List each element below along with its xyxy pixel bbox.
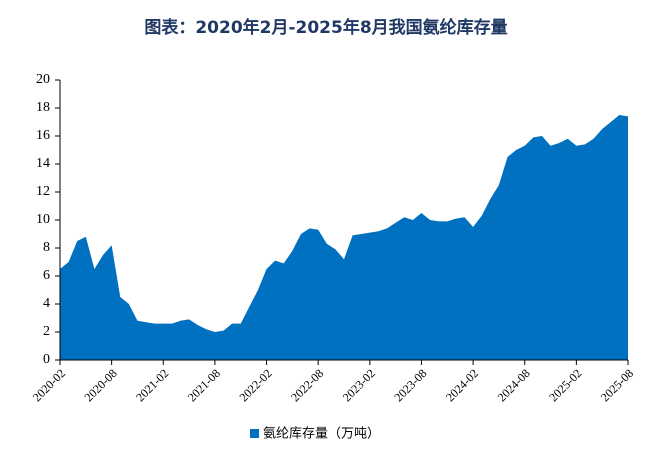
area bbox=[60, 115, 628, 360]
x-tick-label: 2023-08 bbox=[391, 366, 429, 404]
y-tick-label: 8 bbox=[43, 240, 50, 255]
y-tick-label: 14 bbox=[36, 156, 50, 171]
x-tick-label: 2021-08 bbox=[185, 366, 223, 404]
legend-label: 氨纶库存量（万吨） bbox=[263, 426, 380, 442]
legend-swatch bbox=[250, 429, 259, 438]
y-tick-label: 12 bbox=[36, 184, 50, 199]
y-tick-label: 6 bbox=[43, 268, 50, 283]
x-tick-label: 2025-08 bbox=[598, 366, 636, 404]
x-tick-label: 2022-08 bbox=[288, 366, 326, 404]
x-tick-label: 2020-08 bbox=[82, 366, 120, 404]
x-tick-label: 2020-02 bbox=[30, 366, 68, 404]
x-tick-label: 2025-02 bbox=[546, 366, 584, 404]
y-tick-label: 16 bbox=[36, 128, 50, 143]
x-tick-label: 2021-02 bbox=[133, 366, 171, 404]
y-tick-label: 10 bbox=[36, 212, 50, 227]
x-tick-label: 2023-02 bbox=[340, 366, 378, 404]
y-tick-label: 0 bbox=[43, 352, 50, 367]
y-tick-label: 4 bbox=[43, 296, 50, 311]
x-tick-label: 2024-08 bbox=[495, 366, 533, 404]
y-tick-label: 18 bbox=[36, 100, 50, 115]
y-tick-label: 2 bbox=[43, 324, 50, 339]
y-tick-label: 20 bbox=[36, 72, 50, 87]
chart-title: 图表：2020年2月-2025年8月我国氨纶库存量 bbox=[144, 17, 507, 38]
x-tick-label: 2022-02 bbox=[236, 366, 274, 404]
x-tick-label: 2024-02 bbox=[443, 366, 481, 404]
